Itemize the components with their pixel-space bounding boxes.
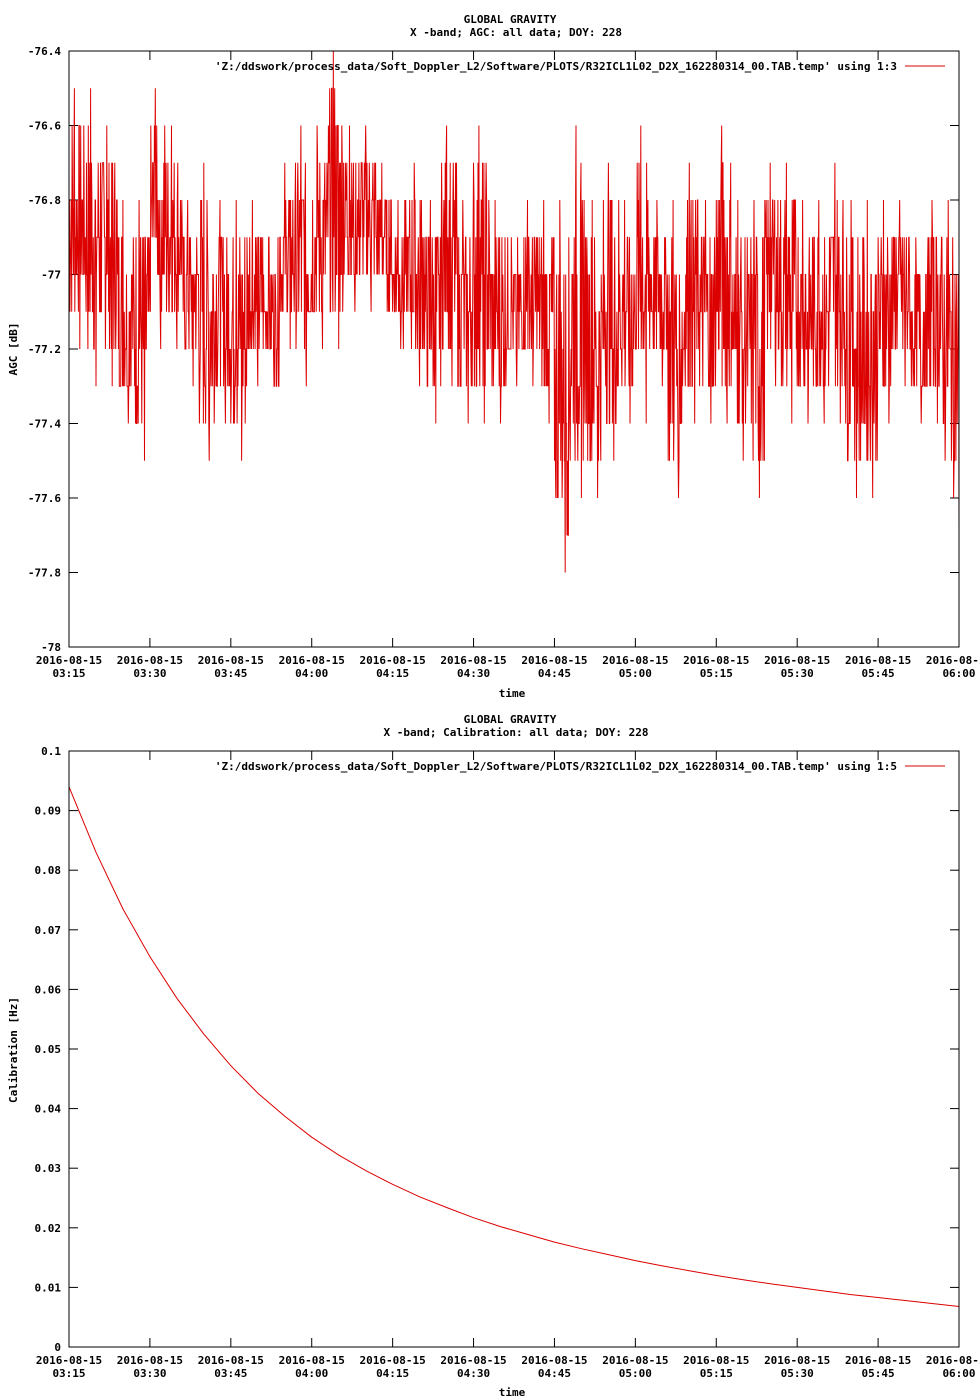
agc-x-tick-time: 03:15 xyxy=(52,667,85,680)
calibration-x-tick-date: 2016-08-15 xyxy=(764,1354,830,1367)
calibration-y-tick-label: 0.02 xyxy=(35,1222,62,1235)
agc-x-tick-date: 2016-08-15 xyxy=(602,654,668,667)
calibration-chart: GLOBAL GRAVITY X -band; Calibration: all… xyxy=(7,713,980,1399)
calibration-y-tick-label: 0.03 xyxy=(35,1162,62,1175)
calibration-x-tick-date: 2016-08-15 xyxy=(36,1354,102,1367)
agc-y-tick-label: -77.8 xyxy=(28,567,61,580)
calibration-x-tick-time: 05:00 xyxy=(619,1367,652,1380)
calibration-x-tick-date: 2016-08-15 xyxy=(360,1354,426,1367)
agc-x-axis-label: time xyxy=(499,687,526,700)
agc-x-tick-date: 2016-08-15 xyxy=(683,654,749,667)
calibration-y-tick-label: 0 xyxy=(54,1341,61,1354)
calibration-x-tick-time: 04:30 xyxy=(457,1367,490,1380)
calibration-y-tick-label: 0.04 xyxy=(35,1103,62,1116)
calibration-axis-ticks: 0.1 0.09 0.08 0.07 0.06 0.05 0.04 0.03 0.02 0.01 0… xyxy=(35,745,980,1380)
calibration-x-tick-time: 06:00 xyxy=(942,1367,975,1380)
calibration-y-tick-label: 0.07 xyxy=(35,924,62,937)
agc-x-tick-date: 2016-08-15 xyxy=(521,654,587,667)
agc-y-tick-label: -77.6 xyxy=(28,492,61,505)
calibration-plot-frame xyxy=(68,750,960,1348)
agc-series-group xyxy=(68,50,960,573)
calibration-x-tick-time: 03:15 xyxy=(52,1367,85,1380)
calibration-x-tick-time: 05:30 xyxy=(781,1367,814,1380)
calibration-x-tick-time: 04:15 xyxy=(376,1367,409,1380)
calibration-x-tick-date: 2016-08-15 xyxy=(198,1354,264,1367)
calibration-x-tick-date: 2016-08-15 xyxy=(602,1354,668,1367)
calibration-legend-label: 'Z:/ddswork/process_data/Soft_Doppler_L2… xyxy=(215,760,897,773)
calibration-chart-subtitle: X -band; Calibration: all data; DOY: 228 xyxy=(384,726,649,739)
agc-series-line xyxy=(68,50,960,573)
calibration-y-tick-label: 0.05 xyxy=(35,1043,62,1056)
agc-plot-frame xyxy=(68,50,960,648)
calibration-x-tick-time: 05:45 xyxy=(862,1367,895,1380)
agc-x-tick-date: 2016-08-15 xyxy=(764,654,830,667)
calibration-series-group xyxy=(68,786,960,1307)
agc-x-tick-time: 06:00 xyxy=(942,667,975,680)
calibration-x-axis-label: time xyxy=(499,1386,526,1399)
calibration-x-tick-date: 2016-08-15 xyxy=(440,1354,506,1367)
calibration-series-line xyxy=(68,786,960,1307)
calibration-x-tick-time: 03:30 xyxy=(133,1367,166,1380)
calibration-y-tick-label: 0.06 xyxy=(35,983,62,996)
calibration-x-tick-date: 2016-08-15 xyxy=(926,1354,980,1367)
agc-x-tick-time: 05:30 xyxy=(781,667,814,680)
agc-y-tick-label: -77.4 xyxy=(28,418,61,431)
agc-x-tick-date: 2016-08-15 xyxy=(360,654,426,667)
agc-x-tick-date: 2016-08-15 xyxy=(117,654,183,667)
calibration-x-tick-date: 2016-08-15 xyxy=(521,1354,587,1367)
calibration-x-tick-date: 2016-08-15 xyxy=(683,1354,749,1367)
calibration-y-tick-label: 0.09 xyxy=(35,805,62,818)
calibration-x-tick-date: 2016-08-15 xyxy=(117,1354,183,1367)
agc-axis-ticks: -76.4 -76.6 -76.8 -77 -77.2 -77.4 -77.6 -77.8 -7… xyxy=(28,45,980,680)
agc-y-tick-label: -76.8 xyxy=(28,194,61,207)
agc-y-axis-label: AGC [dB] xyxy=(7,323,20,376)
calibration-x-tick-time: 04:00 xyxy=(295,1367,328,1380)
agc-x-tick-date: 2016-08-15 xyxy=(440,654,506,667)
agc-x-tick-time: 05:00 xyxy=(619,667,652,680)
agc-chart-title: GLOBAL GRAVITY xyxy=(464,13,557,26)
agc-x-tick-date: 2016-08-15 xyxy=(926,654,980,667)
agc-x-tick-time: 04:45 xyxy=(538,667,571,680)
calibration-x-tick-time: 03:45 xyxy=(214,1367,247,1380)
agc-x-tick-date: 2016-08-15 xyxy=(845,654,911,667)
agc-x-tick-date: 2016-08-15 xyxy=(198,654,264,667)
calibration-x-tick-date: 2016-08-15 xyxy=(279,1354,345,1367)
agc-x-tick-time: 04:15 xyxy=(376,667,409,680)
agc-y-tick-label: -76.4 xyxy=(28,45,61,58)
agc-y-tick-label: -78 xyxy=(41,641,61,654)
calibration-x-tick-time: 05:15 xyxy=(700,1367,733,1380)
calibration-chart-title: GLOBAL GRAVITY xyxy=(464,713,557,726)
calibration-y-tick-label: 0.1 xyxy=(41,745,61,758)
calibration-y-tick-label: 0.01 xyxy=(35,1281,62,1294)
agc-y-tick-label: -76.6 xyxy=(28,120,61,133)
agc-x-tick-date: 2016-08-15 xyxy=(279,654,345,667)
agc-x-tick-date: 2016-08-15 xyxy=(36,654,102,667)
calibration-y-axis-label: Calibration [Hz] xyxy=(7,997,20,1103)
agc-x-tick-time: 05:15 xyxy=(700,667,733,680)
agc-x-tick-time: 03:30 xyxy=(133,667,166,680)
agc-legend-label: 'Z:/ddswork/process_data/Soft_Doppler_L2… xyxy=(215,60,897,73)
agc-y-tick-label: -77.2 xyxy=(28,343,61,356)
agc-x-tick-time: 05:45 xyxy=(862,667,895,680)
agc-x-tick-time: 03:45 xyxy=(214,667,247,680)
calibration-x-tick-date: 2016-08-15 xyxy=(845,1354,911,1367)
calibration-x-tick-time: 04:45 xyxy=(538,1367,571,1380)
agc-chart-subtitle: X -band; AGC: all data; DOY: 228 xyxy=(410,26,622,39)
agc-chart: GLOBAL GRAVITY X -band; AGC: all data; D… xyxy=(7,13,980,700)
calibration-y-tick-label: 0.08 xyxy=(35,864,62,877)
agc-x-tick-time: 04:30 xyxy=(457,667,490,680)
agc-y-tick-label: -77 xyxy=(41,269,61,282)
agc-x-tick-time: 04:00 xyxy=(295,667,328,680)
